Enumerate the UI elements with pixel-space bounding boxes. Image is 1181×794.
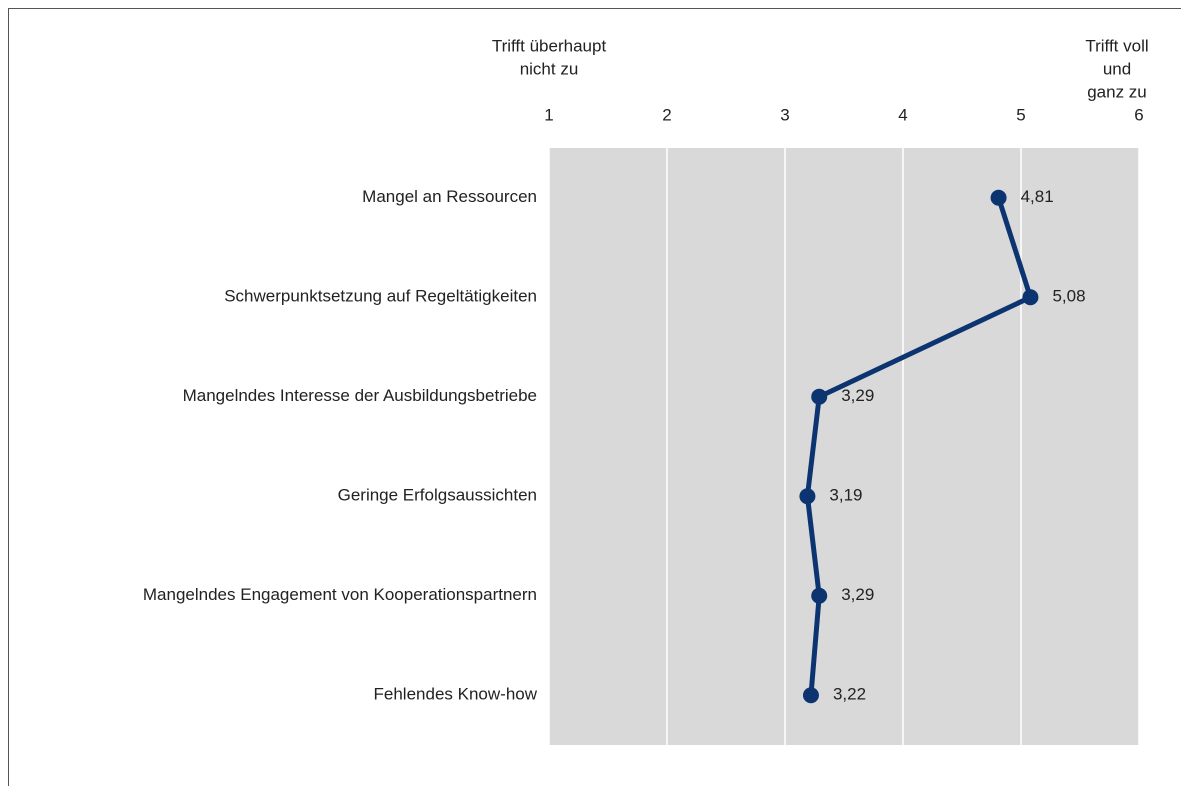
- x-tick-label: 5: [1016, 105, 1025, 124]
- value-label: 3,19: [829, 486, 862, 505]
- value-label: 5,08: [1052, 287, 1085, 306]
- axis-annotation: Trifft überhaupt: [492, 36, 607, 55]
- x-tick-label: 1: [544, 105, 553, 124]
- profile-line: [804, 196, 1033, 696]
- category-label: Geringe Erfolgsaussichten: [338, 486, 537, 505]
- data-point: [990, 189, 1007, 206]
- value-label: 3,29: [841, 585, 874, 604]
- category-label: Mangelndes Interesse der Ausbildungsbetr…: [183, 386, 537, 405]
- x-tick-label: 4: [898, 105, 907, 124]
- x-tick-label: 6: [1134, 105, 1143, 124]
- axis-annotation: und: [1103, 59, 1131, 78]
- axis-annotation: Trifft voll: [1085, 36, 1148, 55]
- x-tick-label: 3: [780, 105, 789, 124]
- category-label: Mangelndes Engagement von Kooperationspa…: [143, 585, 537, 604]
- value-label: 3,22: [833, 685, 866, 704]
- data-point: [811, 587, 828, 604]
- data-point: [799, 488, 816, 505]
- data-point: [802, 687, 819, 704]
- value-label: 3,29: [841, 386, 874, 405]
- plot-background: [549, 148, 1139, 745]
- category-label: Schwerpunktsetzung auf Regeltätigkeiten: [224, 287, 537, 306]
- data-point: [811, 388, 828, 405]
- axis-annotation: nicht zu: [520, 59, 579, 78]
- axis-annotation: ganz zu: [1087, 82, 1147, 101]
- value-label: 4,81: [1021, 187, 1054, 206]
- category-label: Mangel an Ressourcen: [362, 187, 537, 206]
- category-label: Fehlendes Know-how: [374, 685, 538, 704]
- data-point: [1022, 289, 1039, 306]
- x-tick-label: 2: [662, 105, 671, 124]
